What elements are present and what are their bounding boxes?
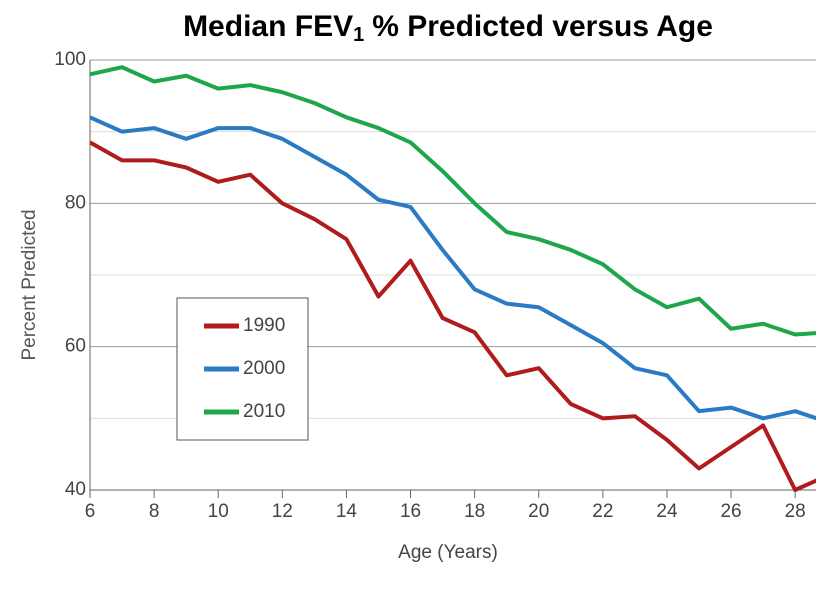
x-tick-label: 12	[272, 501, 293, 522]
plot-area	[90, 65, 816, 492]
data-line	[90, 115, 816, 421]
legend-label: 2010	[243, 401, 285, 422]
x-tick-label: 26	[720, 501, 741, 522]
legend-label: 2000	[243, 358, 285, 379]
x-tick-label: 22	[592, 501, 613, 522]
y-tick-label: 80	[65, 192, 86, 213]
x-tick-label: 10	[208, 501, 229, 522]
y-tick-label: 40	[65, 479, 86, 500]
data-line	[90, 65, 816, 337]
x-tick-label: 24	[656, 501, 678, 522]
y-tick-label: 100	[54, 49, 86, 70]
x-tick-label: 28	[785, 501, 806, 522]
data-line	[90, 140, 816, 492]
title-text: Median FEV	[183, 10, 353, 43]
x-tick-label: 16	[400, 501, 421, 522]
y-axis-label: Percent Predicted	[19, 209, 40, 360]
x-tick-label: 18	[464, 501, 485, 522]
x-tick-label: 8	[149, 501, 160, 522]
legend-label: 1990	[243, 315, 285, 336]
y-tick-label: 60	[65, 336, 86, 357]
chart-title: Median FEV1 % Predicted versus Age	[183, 10, 713, 46]
x-tick-label: 14	[336, 501, 358, 522]
x-tick-label: 20	[528, 501, 549, 522]
legend-box	[176, 297, 309, 441]
x-axis-label: Age (Years)	[398, 542, 498, 563]
x-tick-label: 6	[85, 501, 96, 522]
title-subscript: 1	[353, 24, 364, 46]
title-rest: % Predicted versus Age	[372, 10, 713, 43]
